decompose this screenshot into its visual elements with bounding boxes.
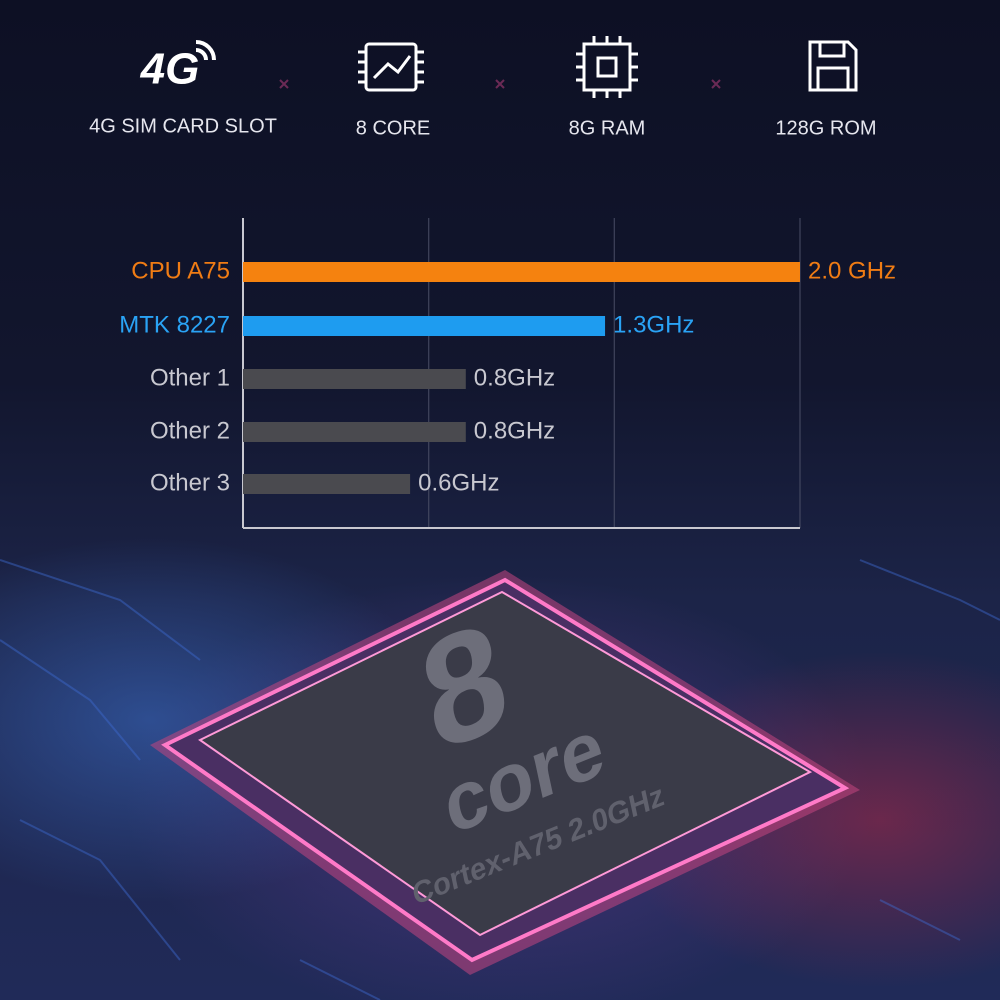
separators xyxy=(279,79,721,89)
icon-4g: 4G xyxy=(140,45,200,94)
chip-top xyxy=(198,590,813,937)
value-label: 2.0 GHz xyxy=(808,257,896,284)
rom-icon xyxy=(808,40,858,92)
signal-icon xyxy=(195,40,216,61)
value-label: 0.8GHz xyxy=(474,364,555,391)
feature-label: 8G RAM xyxy=(569,117,646,139)
bar xyxy=(243,262,800,282)
feature-label: 128G ROM xyxy=(775,117,876,139)
bar xyxy=(243,422,466,442)
category-label: Other 1 xyxy=(150,364,230,391)
value-label: 0.6GHz xyxy=(418,469,499,496)
category-label: CPU A75 xyxy=(131,257,230,284)
feature-label: 4G SIM CARD SLOT xyxy=(89,115,277,137)
circuit-lines xyxy=(0,559,1000,1000)
bar xyxy=(243,369,466,389)
value-label: 0.8GHz xyxy=(474,417,555,444)
category-label: MTK 8227 xyxy=(119,311,230,338)
category-label: Other 2 xyxy=(150,417,230,444)
feature-label: 8 CORE xyxy=(356,117,430,139)
bar xyxy=(243,316,606,336)
plot: CPU A75 2.0 GHz MTK 8227 1.3GHz Other 1 0.8GH… xyxy=(119,218,896,529)
bar xyxy=(243,474,411,494)
core-icon xyxy=(358,42,424,92)
value-label: 1.3GHz xyxy=(613,311,694,338)
category-label: Other 3 xyxy=(150,469,230,496)
ram-icon xyxy=(576,36,638,98)
